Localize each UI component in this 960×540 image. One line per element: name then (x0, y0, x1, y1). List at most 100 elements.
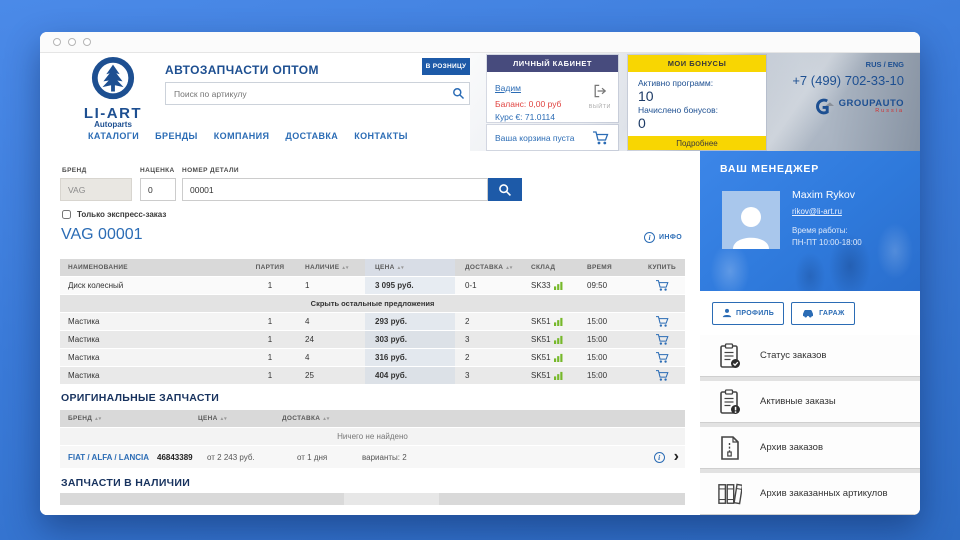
page: LI-ART Autoparts АВТОЗАПЧАСТИ ОПТОМ В РО… (40, 53, 920, 515)
table-row: Мастика 1 24 303 руб. 3 SK51 15:00 (60, 331, 685, 349)
stock-level-icon (553, 317, 563, 326)
brand-link[interactable]: FIAT / ALFA / LANCIA (68, 452, 150, 462)
col-delivery-sortable[interactable]: ДОСТАВКА ▴▾ (465, 264, 514, 271)
manager-email-link[interactable]: rikov@li-art.ru (792, 207, 842, 216)
logout-button[interactable]: ВЫЙТИ (589, 83, 611, 110)
car-icon (803, 310, 814, 318)
delivery: 3 (465, 371, 470, 380)
table-row: Мастика 1 4 316 руб. 2 SK51 15:00 (60, 349, 685, 367)
site-header: LI-ART Autoparts АВТОЗАПЧАСТИ ОПТОМ В РО… (40, 53, 920, 151)
express-order-checkbox[interactable] (62, 210, 71, 219)
col-price-sortable[interactable]: ЦЕНА ▴▾ (198, 415, 228, 422)
add-to-cart-button[interactable] (655, 315, 670, 328)
browser-window: LI-ART Autoparts АВТОЗАПЧАСТИ ОПТОМ В РО… (40, 32, 920, 515)
part-name: Мастика (68, 335, 100, 344)
language-switcher[interactable]: RUS / ENG (865, 60, 904, 69)
bonuses-more-link[interactable]: Подробнее (628, 136, 766, 150)
price: 404 руб. (365, 367, 455, 384)
add-to-cart-button[interactable] (655, 351, 670, 364)
warehouse: SK51 (527, 371, 587, 380)
cart-icon (655, 352, 669, 363)
manager-avatar (722, 191, 780, 249)
col-warehouse: СКЛАД (531, 264, 556, 271)
sort-icon[interactable]: ▴▾ (323, 416, 331, 422)
sidebar-item-active-orders[interactable]: Активные заказы (700, 381, 920, 423)
nav-item-contacts[interactable]: КОНТАКТЫ (354, 131, 408, 141)
col-stock-sortable[interactable]: НАЛИЧИЕ ▴▾ (305, 264, 350, 271)
batch: 1 (267, 371, 273, 380)
logout-icon (594, 84, 607, 98)
stock-level-icon (553, 353, 563, 362)
sort-icon[interactable]: ▴▾ (220, 416, 228, 422)
table-row: Мастика 1 25 404 руб. 3 SK51 15:00 (60, 367, 685, 385)
window-zoom-button[interactable] (83, 38, 91, 46)
delivery: 0-1 (465, 281, 477, 290)
in-stock-table-header-partial (60, 493, 685, 505)
retail-mode-button[interactable]: В РОЗНИЦУ (422, 58, 470, 75)
site-logo[interactable]: LI-ART Autoparts (62, 56, 164, 129)
profile-button[interactable]: ПРОФИЛЬ (712, 301, 785, 325)
add-to-cart-button[interactable] (655, 369, 670, 382)
info-link[interactable]: i ИНФО (644, 232, 682, 243)
time: 15:00 (587, 335, 608, 344)
add-to-cart-button[interactable] (655, 279, 670, 292)
batch: 1 (267, 281, 273, 290)
search-icon[interactable] (447, 83, 469, 104)
part-number-input[interactable] (182, 178, 488, 201)
nav-item-catalogs[interactable]: КАТАЛОГИ (88, 131, 140, 141)
col-delivery-sortable[interactable]: ДОСТАВКА ▴▾ (282, 415, 331, 422)
price: 316 руб. (365, 349, 455, 366)
clipboard-check-icon (718, 342, 742, 369)
search-input[interactable] (166, 88, 447, 99)
sidebar-item-order-status[interactable]: Статус заказов (700, 335, 920, 377)
filter-search-button[interactable] (488, 178, 522, 201)
site-title: АВТОЗАПЧАСТИ ОПТОМ (165, 63, 319, 77)
cart-status[interactable]: Ваша корзина пуста (487, 125, 618, 150)
sort-icon[interactable]: ▴▾ (342, 265, 350, 271)
collapse-offers-toggle[interactable]: Скрыть остальные предложения (60, 295, 685, 313)
working-hours-value: ПН-ПТ 10:00-18:00 (792, 238, 862, 247)
article-number: 46843389 (157, 452, 193, 462)
brand-filter-input[interactable] (60, 178, 132, 201)
groupauto-text: GROUPAUTO (838, 98, 904, 109)
groupauto-logo[interactable]: GROUPAUTO Russia (813, 98, 904, 115)
cabinet-title: ЛИЧНЫЙ КАБИНЕТ (487, 55, 618, 72)
stock-level-icon (553, 335, 563, 344)
accrued-bonuses-value: 0 (638, 115, 646, 131)
add-to-cart-button[interactable] (655, 333, 670, 346)
stock: 25 (305, 371, 314, 380)
main-nav: КАТАЛОГИ БРЕНДЫ КОМПАНИЯ ДОСТАВКА КОНТАК… (88, 131, 408, 141)
accrued-bonuses-label: Начислено бонусов: (638, 105, 718, 115)
sort-icon[interactable]: ▴▾ (397, 264, 405, 271)
express-order-label: Только экспресс-заказ (77, 210, 167, 219)
nav-item-delivery[interactable]: ДОСТАВКА (285, 131, 339, 141)
info-icon: i (644, 232, 655, 243)
garage-button[interactable]: ГАРАЖ (791, 301, 855, 325)
window-close-button[interactable] (53, 38, 61, 46)
col-time: ВРЕМЯ (587, 264, 612, 271)
results-table-header: НАИМЕНОВАНИЕ ПАРТИЯ НАЛИЧИЕ ▴▾ ЦЕНА ▴▾ ДОС… (60, 259, 685, 277)
user-name-link[interactable]: Вадим (495, 83, 521, 93)
stock: 24 (305, 335, 314, 344)
price: 303 руб. (365, 331, 455, 348)
sidebar-item-ordered-articles-archive[interactable]: Архив заказанных артикулов (700, 473, 920, 515)
manager-panel: ВАШ МЕНЕДЖЕР Maxim Rykov rikov@li-art.ru… (700, 151, 920, 291)
col-price-sortable[interactable]: ЦЕНА ▴▾ (365, 259, 455, 276)
nav-item-company[interactable]: КОМПАНИЯ (213, 131, 270, 141)
expand-chevron-icon[interactable]: › (673, 448, 679, 465)
warehouse: SK51 (527, 353, 587, 362)
info-icon[interactable]: i (653, 451, 665, 463)
bonuses-title: МОИ БОНУСЫ (628, 55, 766, 72)
table-row: Диск колесный 1 1 3 095 руб. 0-1 SK33 09… (60, 277, 685, 295)
sidebar-item-order-archive[interactable]: Архив заказов (700, 427, 920, 469)
cart-empty-text: Ваша корзина пуста (495, 132, 575, 143)
warehouse: SK33 (527, 281, 587, 290)
markup-filter-input[interactable] (140, 178, 176, 201)
logo-subtitle: Autoparts (94, 120, 132, 129)
nav-item-brands[interactable]: БРЕНДЫ (155, 131, 198, 141)
window-minimize-button[interactable] (68, 38, 76, 46)
sort-icon[interactable]: ▴▾ (506, 265, 514, 271)
col-brand-sortable[interactable]: БРЕНД ▴▾ (68, 415, 103, 422)
search-result-title: VAG 00001 (61, 226, 143, 243)
sort-icon[interactable]: ▴▾ (95, 416, 103, 422)
